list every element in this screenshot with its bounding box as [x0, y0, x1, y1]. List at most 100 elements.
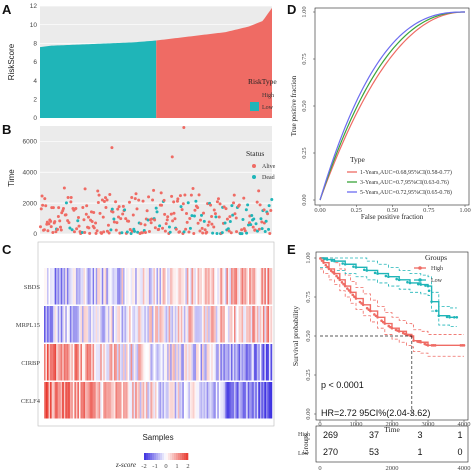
risk-table-value: 269	[323, 430, 338, 440]
point-dead	[120, 231, 124, 235]
risk-area-high	[156, 7, 272, 118]
heatmap-cell	[126, 268, 128, 305]
heatmap-cell	[258, 344, 261, 381]
heatmap-cell	[135, 268, 137, 305]
y-tick-label: 0.75	[305, 291, 312, 302]
point-alive	[184, 227, 188, 231]
heatmap-cell	[264, 268, 267, 305]
heatmap-cell	[209, 382, 212, 419]
heatmap-cell	[235, 344, 238, 381]
point-alive	[172, 200, 176, 204]
point-alive	[227, 229, 231, 233]
heatmap-cells	[44, 268, 273, 419]
heatmap-cell	[223, 268, 226, 305]
heatmap-cell	[173, 268, 175, 305]
heatmap-cell	[95, 268, 98, 305]
point-dead	[241, 218, 245, 222]
heatmap-cell	[54, 306, 57, 343]
heatmap-cell	[265, 306, 268, 343]
colorbar-segment	[158, 453, 161, 460]
colorbar-segment	[184, 453, 187, 460]
risk-table-title: Groups	[302, 433, 310, 454]
heatmap-cell	[196, 268, 198, 305]
point-alive	[92, 210, 96, 214]
heatmap-cell	[227, 382, 230, 419]
heatmap-cell	[72, 382, 75, 419]
point-alive	[212, 208, 216, 212]
heatmap-cell	[202, 344, 204, 381]
heatmap-cell	[60, 306, 63, 343]
y-tick-label: 0.00	[301, 194, 308, 205]
heatmap-cell	[136, 268, 139, 305]
heatmap-cell	[205, 268, 207, 305]
y-tick-label: 0	[33, 231, 37, 238]
risk-table-x-tick: 0	[318, 465, 321, 472]
point-alive	[101, 215, 105, 219]
heatmap-cell	[165, 344, 168, 381]
colorbar-segment	[178, 453, 181, 460]
point-alive	[134, 192, 138, 196]
colorbar-segment	[148, 453, 151, 460]
point-dead	[129, 232, 133, 236]
heatmap-cell	[126, 382, 128, 419]
point-alive	[40, 194, 44, 198]
heatmap-cell	[188, 306, 191, 343]
heatmap-cell	[88, 268, 90, 305]
heatmap-cell	[205, 306, 207, 343]
point-alive	[143, 231, 147, 235]
point-alive	[95, 229, 99, 233]
point-alive	[127, 219, 131, 223]
heatmap-cell	[154, 382, 157, 419]
heatmap-cell	[127, 382, 130, 419]
heatmap-cell	[104, 344, 107, 381]
x-tick-label: 0.00	[314, 207, 325, 214]
heatmap-cell	[247, 306, 250, 343]
heatmap-cell	[154, 306, 157, 343]
colorbar-segment	[144, 453, 147, 460]
heatmap-cell	[148, 344, 151, 381]
heatmap-cell	[141, 306, 144, 343]
heatmap-cell	[185, 344, 188, 381]
heatmap-cell	[153, 344, 156, 381]
km-censor-high	[324, 263, 328, 267]
heatmap-cell	[139, 268, 142, 305]
point-alive	[232, 193, 236, 197]
point-dead	[70, 228, 74, 232]
heatmap-cell	[129, 344, 131, 381]
heatmap-cell	[133, 382, 136, 419]
point-dead	[231, 213, 235, 217]
km-censor-low	[397, 278, 401, 282]
heatmap-cell	[59, 306, 61, 343]
heatmap-cell	[183, 268, 186, 305]
colorbar-segment	[176, 453, 179, 460]
point-alive	[169, 212, 173, 216]
heatmap-cell	[234, 306, 236, 343]
heatmap-cell	[183, 344, 186, 381]
point-alive	[75, 227, 79, 231]
y-tick-label: 0.00	[305, 408, 312, 419]
point-dead	[255, 229, 259, 233]
heatmap-cell	[109, 382, 112, 419]
heatmap-cell	[174, 382, 177, 419]
heatmap-cell	[151, 344, 154, 381]
point-alive	[107, 231, 111, 235]
point-dead	[110, 207, 114, 211]
point-dead	[240, 232, 244, 236]
panel-letter-a: A	[2, 2, 12, 17]
heatmap-cell	[50, 344, 52, 381]
heatmap-cell	[148, 268, 151, 305]
heatmap-cell	[192, 306, 195, 343]
point-alive	[92, 226, 96, 230]
heatmap-cell	[145, 306, 148, 343]
x-tick-label: 4000	[458, 421, 471, 428]
heatmap-cell	[232, 344, 235, 381]
heatmap-cell	[127, 306, 130, 343]
km-legend-label-low: Low	[431, 278, 443, 284]
heatmap-cell	[244, 382, 247, 419]
heatmap-cell	[209, 344, 212, 381]
heatmap-cell	[205, 382, 207, 419]
point-alive	[76, 216, 80, 220]
km-censor-high	[409, 334, 412, 337]
km-censor-low	[437, 314, 441, 318]
km-pvalue: p < 0.0001	[321, 380, 364, 390]
